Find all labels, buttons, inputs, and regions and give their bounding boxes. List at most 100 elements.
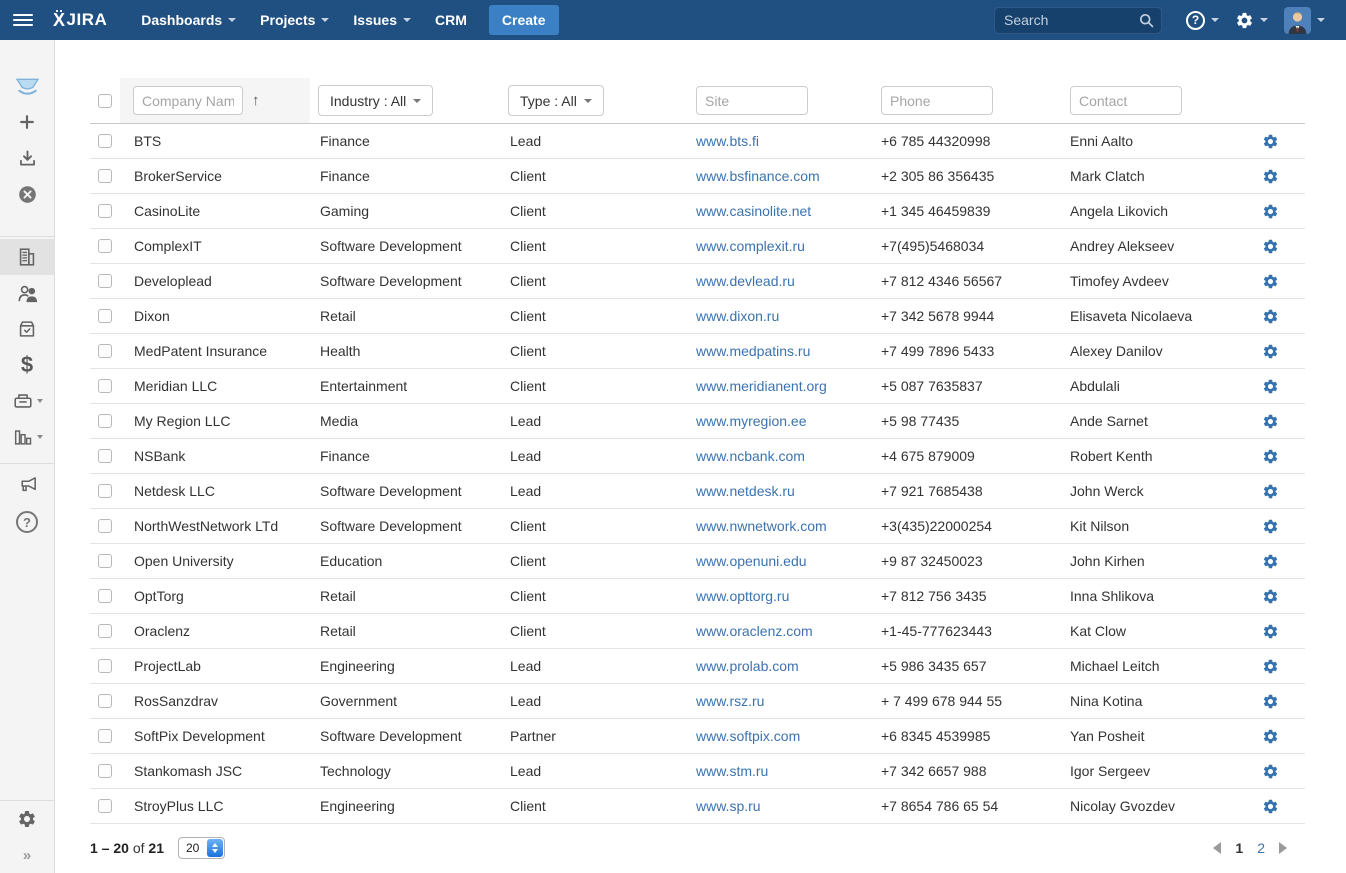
site-link[interactable]: www.myregion.ee [696, 413, 807, 429]
row-settings-gear-icon[interactable] [1262, 518, 1279, 535]
create-button[interactable]: Create [488, 5, 559, 35]
nav-issues[interactable]: Issues [341, 0, 423, 40]
row-settings-gear-icon[interactable] [1262, 623, 1279, 640]
sidebar-item-archive[interactable] [0, 383, 55, 419]
row-checkbox[interactable] [98, 729, 112, 743]
search-icon[interactable] [1138, 12, 1155, 29]
site-link[interactable]: www.openuni.edu [696, 553, 807, 569]
row-checkbox[interactable] [98, 274, 112, 288]
row-settings-gear-icon[interactable] [1262, 483, 1279, 500]
row-settings-gear-icon[interactable] [1262, 308, 1279, 325]
nav-dashboards[interactable]: Dashboards [129, 0, 248, 40]
row-checkbox[interactable] [98, 624, 112, 638]
jira-logo[interactable]: Ẍ JIRA [53, 10, 107, 31]
sidebar-item-help[interactable]: ? [0, 504, 55, 540]
site-link[interactable]: www.ncbank.com [696, 448, 805, 464]
sidebar-item-reports[interactable] [0, 419, 55, 455]
row-checkbox[interactable] [98, 239, 112, 253]
row-checkbox[interactable] [98, 134, 112, 148]
site-link[interactable]: www.devlead.ru [696, 273, 795, 289]
row-checkbox[interactable] [98, 554, 112, 568]
row-checkbox[interactable] [98, 414, 112, 428]
row-checkbox[interactable] [98, 589, 112, 603]
row-checkbox[interactable] [98, 484, 112, 498]
row-checkbox[interactable] [98, 204, 112, 218]
row-checkbox[interactable] [98, 799, 112, 813]
row-settings-gear-icon[interactable] [1262, 133, 1279, 150]
row-settings-gear-icon[interactable] [1262, 448, 1279, 465]
row-settings-gear-icon[interactable] [1262, 273, 1279, 290]
site-link[interactable]: www.stm.ru [696, 763, 769, 779]
site-link[interactable]: www.meridianent.org [696, 378, 827, 394]
row-settings-gear-icon[interactable] [1262, 378, 1279, 395]
help-menu[interactable]: ? [1178, 0, 1227, 40]
row-checkbox[interactable] [98, 519, 112, 533]
site-link[interactable]: www.prolab.com [696, 658, 799, 674]
sidebar-settings[interactable] [0, 801, 55, 837]
nav-projects[interactable]: Projects [248, 0, 341, 40]
row-checkbox[interactable] [98, 309, 112, 323]
row-settings-gear-icon[interactable] [1262, 728, 1279, 745]
site-link[interactable]: www.opttorg.ru [696, 588, 790, 604]
row-settings-gear-icon[interactable] [1262, 413, 1279, 430]
table-row: SoftPix Development Software Development… [90, 718, 1305, 753]
next-page-arrow-icon[interactable] [1279, 842, 1287, 854]
sidebar-item-transactions[interactable]: $ [0, 347, 55, 383]
previous-page-arrow-icon[interactable] [1213, 842, 1222, 854]
plus-icon[interactable] [0, 104, 55, 140]
site-link[interactable]: www.bts.fi [696, 133, 760, 149]
select-all-checkbox[interactable] [98, 93, 112, 108]
contact-filter-input[interactable] [1070, 86, 1182, 115]
site-link[interactable]: www.rsz.ru [696, 693, 765, 709]
site-link[interactable]: www.bsfinance.com [696, 168, 820, 184]
row-settings-gear-icon[interactable] [1262, 588, 1279, 605]
hamburger-icon[interactable] [13, 14, 33, 26]
page-number-2[interactable]: 2 [1257, 840, 1265, 856]
site-link[interactable]: www.softpix.com [696, 728, 801, 744]
site-link[interactable]: www.nwnetwork.com [696, 518, 827, 534]
admin-menu[interactable] [1227, 0, 1276, 40]
row-checkbox[interactable] [98, 694, 112, 708]
row-settings-gear-icon[interactable] [1262, 168, 1279, 185]
row-settings-gear-icon[interactable] [1262, 203, 1279, 220]
row-checkbox[interactable] [98, 764, 112, 778]
type-filter-dropdown[interactable]: Type : All [508, 85, 604, 116]
row-checkbox[interactable] [98, 169, 112, 183]
site-link[interactable]: www.sp.ru [696, 798, 761, 814]
sidebar-item-announcements[interactable] [0, 468, 55, 504]
company-name-filter-input[interactable] [133, 86, 243, 115]
site-link[interactable]: www.dixon.ru [696, 308, 780, 324]
row-settings-gear-icon[interactable] [1262, 238, 1279, 255]
row-checkbox[interactable] [98, 344, 112, 358]
crm-logo-icon[interactable] [0, 68, 55, 104]
row-checkbox[interactable] [98, 659, 112, 673]
sort-ascending-icon[interactable]: ↑ [252, 92, 260, 109]
site-link[interactable]: www.casinolite.net [696, 203, 812, 219]
row-checkbox[interactable] [98, 449, 112, 463]
row-settings-gear-icon[interactable] [1262, 658, 1279, 675]
site-filter-input[interactable] [696, 86, 808, 115]
page-number-1[interactable]: 1 [1235, 840, 1244, 856]
industry-filter-dropdown[interactable]: Industry : All [318, 85, 434, 116]
sidebar-item-products[interactable] [0, 311, 55, 347]
site-link[interactable]: www.complexit.ru [696, 238, 805, 254]
row-settings-gear-icon[interactable] [1262, 553, 1279, 570]
site-link[interactable]: www.netdesk.ru [696, 483, 795, 499]
row-settings-gear-icon[interactable] [1262, 343, 1279, 360]
phone-filter-input[interactable] [881, 86, 993, 115]
search-input[interactable] [994, 6, 1162, 34]
nav-crm[interactable]: CRM [423, 0, 479, 40]
site-link[interactable]: www.medpatins.ru [696, 343, 811, 359]
page-size-select[interactable]: 20 [177, 837, 225, 859]
user-menu[interactable] [1276, 0, 1333, 40]
sidebar-item-companies[interactable] [0, 239, 55, 275]
site-link[interactable]: www.oraclenz.com [696, 623, 813, 639]
sidebar-expand[interactable]: » [0, 837, 55, 873]
cancel-icon[interactable] [0, 176, 55, 212]
row-settings-gear-icon[interactable] [1262, 693, 1279, 710]
row-settings-gear-icon[interactable] [1262, 798, 1279, 815]
sidebar-item-contacts[interactable] [0, 275, 55, 311]
import-icon[interactable] [0, 140, 55, 176]
row-settings-gear-icon[interactable] [1262, 763, 1279, 780]
row-checkbox[interactable] [98, 379, 112, 393]
